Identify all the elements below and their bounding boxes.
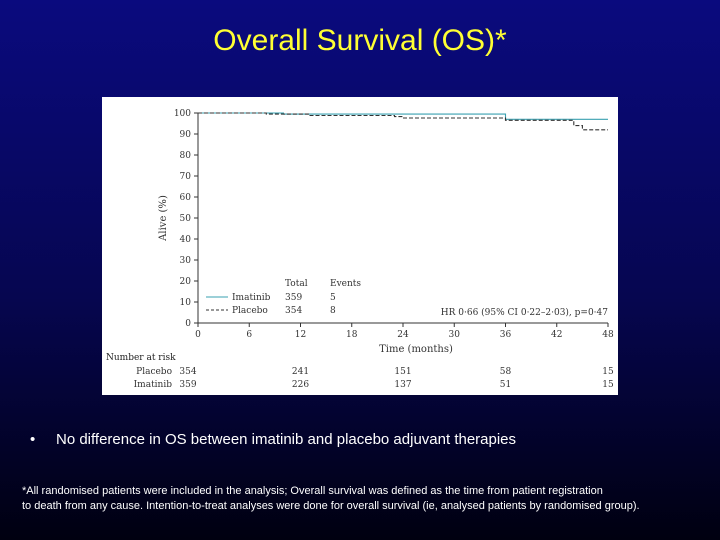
y-tick-label: 40 (180, 235, 192, 245)
risk-value-placebo: 151 (394, 367, 411, 377)
x-tick-label: 6 (246, 330, 252, 340)
risk-value-placebo: 241 (292, 367, 309, 377)
risk-value-imatinib: 359 (179, 380, 196, 390)
legend-events-header: Events (330, 279, 361, 289)
hazard-ratio-annotation: HR 0·66 (95% CI 0·22–2·03), p=0·47 (441, 307, 608, 318)
risk-value-imatinib: 51 (500, 380, 511, 390)
y-tick-label: 90 (180, 130, 192, 140)
slide-title: Overall Survival (OS)* (213, 24, 507, 57)
x-tick-label: 0 (195, 330, 201, 340)
legend-total-imatinib: 359 (285, 293, 302, 303)
x-axis-label: Time (months) (379, 344, 453, 355)
y-axis-label: Alive (%) (158, 195, 169, 242)
bullet-text: No difference in OS between imatinib and… (56, 431, 517, 448)
risk-row-label-placebo: Placebo (136, 367, 172, 377)
y-tick-label: 30 (180, 256, 192, 266)
survival-figure: Alive (%) Time (months) 0 10 20 30 40 50 60 70 8… (102, 97, 618, 395)
x-tick-label: 12 (295, 330, 306, 340)
y-tick-label: 10 (180, 298, 192, 308)
y-tick-label: 60 (180, 193, 192, 203)
x-tick-label: 18 (346, 330, 358, 340)
x-tick-label: 42 (551, 330, 562, 340)
y-tick-label: 0 (185, 319, 191, 329)
survival-chart: Alive (%) Time (months) 0102030405060708… (106, 109, 614, 390)
footnote-line-1: *All randomised patients were included i… (22, 485, 603, 497)
bullet-marker: • (30, 431, 36, 448)
footnote: *All randomised patients were included i… (22, 484, 712, 514)
risk-value-imatinib: 226 (292, 380, 309, 390)
series-line-placebo (198, 112, 608, 131)
footnote-line-2: to death from any cause. Intention-to-tr… (22, 500, 640, 512)
series-line-imatinib (198, 112, 608, 120)
y-tick-label: 50 (180, 214, 192, 224)
y-tick-label: 80 (180, 151, 192, 161)
x-tick-label: 36 (500, 330, 512, 340)
legend-total-header: Total (285, 279, 308, 289)
risk-value-imatinib: 137 (394, 380, 411, 390)
risk-value-placebo: 354 (179, 367, 196, 377)
legend-events-imatinib: 5 (330, 293, 336, 303)
x-tick-label: 48 (602, 330, 614, 340)
legend-total-placebo: 354 (285, 306, 302, 316)
y-tick-label: 20 (180, 277, 192, 287)
risk-table-header: Number at risk (106, 353, 176, 363)
legend-label-placebo: Placebo (232, 306, 268, 316)
x-tick-label: 30 (449, 330, 461, 340)
y-tick-label: 70 (180, 172, 192, 182)
risk-value-placebo: 58 (500, 367, 512, 377)
y-tick-label: 100 (174, 109, 191, 119)
legend-label-imatinib: Imatinib (232, 293, 271, 303)
legend-events-placebo: 8 (330, 306, 336, 316)
risk-value-placebo: 15 (602, 367, 614, 377)
x-tick-label: 24 (397, 330, 409, 340)
risk-value-imatinib: 15 (602, 380, 614, 390)
risk-row-label-imatinib: Imatinib (134, 380, 173, 390)
